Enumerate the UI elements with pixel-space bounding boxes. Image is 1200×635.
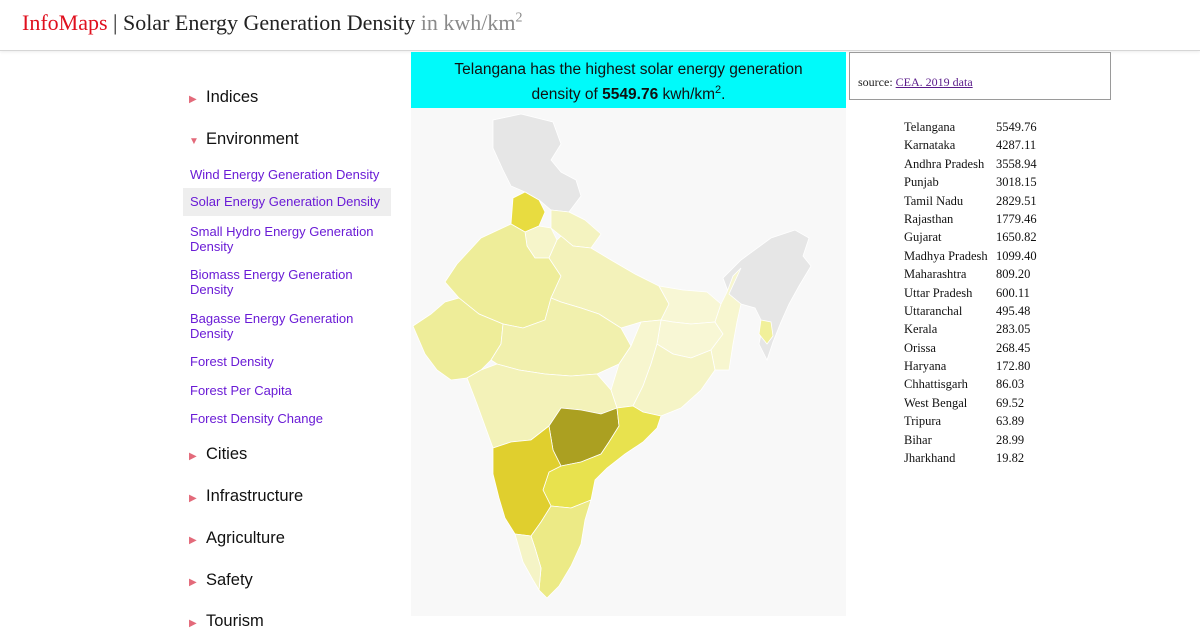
ranking-state-name: Tamil Nadu	[904, 193, 964, 208]
ranking-state-value: 172.80	[996, 359, 1031, 374]
ranking-state-name: Maharashtra	[904, 267, 967, 282]
ranking-state-name: Uttar Pradesh	[904, 285, 973, 300]
ranking-state-value: 1099.40	[996, 248, 1037, 263]
highlight-banner: Telangana has the highest solar energy g…	[411, 52, 846, 108]
ranking-state-value: 2829.51	[996, 193, 1037, 208]
state-region[interactable]	[514, 533, 542, 592]
state-region[interactable]	[758, 319, 774, 345]
sidebar-item-small-hydro[interactable]: Small Hydro Energy Generation Density	[190, 224, 374, 254]
sidebar-category-cities[interactable]: ▶ Cities	[183, 443, 247, 465]
ranking-state-value: 28.99	[996, 432, 1025, 447]
sidebar-category-label: Indices	[206, 88, 259, 106]
triangle-right-icon: ▶	[189, 451, 197, 462]
state-region[interactable]	[492, 425, 562, 537]
ranking-state-name: Andhra Pradesh	[904, 156, 985, 171]
ranking-state-value: 4287.11	[996, 138, 1037, 153]
ranking-state-name: Karnataka	[904, 138, 956, 153]
ranking-state-value: 495.48	[996, 303, 1031, 318]
ranking-state-value: 86.03	[996, 377, 1025, 392]
sidebar-category-environment[interactable]: ▼ Environment	[183, 128, 299, 150]
ranking-state-name: Punjab	[904, 175, 939, 190]
sidebar-category-indices[interactable]: ▶ Indices	[183, 86, 258, 108]
ranking-state-value: 1779.46	[996, 211, 1037, 226]
brand-logo[interactable]: InfoMaps	[22, 10, 108, 35]
ranking-state-name: Telangana	[904, 120, 956, 134]
ranking-state-value: 3018.15	[996, 175, 1037, 190]
india-choropleth-map[interactable]	[411, 108, 846, 616]
ranking-state-name: Rajasthan	[904, 211, 954, 226]
ranking-state-name: Chhattisgarh	[904, 377, 968, 392]
sidebar-category-label: Safety	[206, 571, 253, 589]
banner-line-2: density of 5549.76 kwh/km2.	[531, 84, 726, 104]
sidebar-item-forest-density-change[interactable]: Forest Density Change	[190, 411, 323, 426]
ranking-state-name: Tripura	[904, 414, 942, 429]
ranking-state-name: Jharkhand	[904, 451, 956, 466]
sidebar-category-agriculture[interactable]: ▶ Agriculture	[183, 527, 285, 549]
triangle-right-icon: ▶	[189, 94, 197, 105]
top-bar: InfoMaps | Solar Energy Generation Densi…	[0, 0, 1200, 51]
state-region[interactable]	[658, 285, 722, 325]
ranking-state-value: 63.89	[996, 414, 1025, 429]
page-title: InfoMaps | Solar Energy Generation Densi…	[22, 10, 522, 36]
sidebar-item-bagasse[interactable]: Bagasse Energy Generation Density	[190, 311, 354, 341]
triangle-down-icon: ▼	[189, 136, 199, 147]
title-separator: |	[107, 10, 123, 35]
triangle-right-icon: ▶	[189, 493, 197, 504]
sidebar-category-infrastructure[interactable]: ▶ Infrastructure	[183, 485, 303, 507]
ranking-state-value: 600.11	[996, 285, 1030, 300]
ranking-state-value: 69.52	[996, 395, 1025, 410]
ranking-state-name: Uttaranchal	[904, 303, 963, 318]
triangle-right-icon: ▶	[189, 535, 197, 546]
banner-value: 5549.76	[602, 86, 659, 104]
sidebar-category-label: Tourism	[206, 612, 264, 630]
source-label: source:	[858, 75, 896, 89]
ranking-state-name: Orissa	[904, 340, 936, 355]
title-unit: in kwh/km2	[420, 10, 523, 35]
ranking-state-name: Haryana	[904, 359, 947, 374]
triangle-right-icon: ▶	[189, 577, 197, 588]
sidebar-item-forest-per-capita[interactable]: Forest Per Capita	[190, 383, 292, 398]
sidebar-category-label: Infrastructure	[206, 487, 304, 505]
ranking-state-name: Madhya Pradesh	[904, 248, 988, 263]
source-link[interactable]: CEA. 2019 data	[895, 75, 973, 89]
sidebar-category-label: Environment	[206, 130, 299, 148]
map-title: Solar Energy Generation Density	[122, 10, 416, 35]
ranking-state-name: Bihar	[904, 432, 932, 447]
ranking-state-value: 19.82	[996, 451, 1025, 466]
ranking-state-value: 5549.76	[996, 120, 1037, 134]
sidebar-category-safety[interactable]: ▶ Safety	[183, 569, 253, 591]
ranking-state-value: 268.45	[996, 340, 1031, 355]
sidebar-category-label: Agriculture	[206, 529, 285, 547]
sidebar-item-solar-energy[interactable]: Solar Energy Generation Density	[183, 188, 391, 216]
ranking-state-name: West Bengal	[904, 395, 968, 410]
region-no-data-north	[492, 113, 582, 213]
source-box: source: CEA. 2019 data	[849, 52, 1111, 100]
ranking-state-value: 809.20	[996, 267, 1031, 282]
ranking-state-name: Kerala	[904, 322, 938, 337]
sidebar-item-biomass[interactable]: Biomass Energy Generation Density	[190, 267, 353, 297]
sidebar-category-label: Cities	[206, 445, 248, 463]
ranking-state-value: 3558.94	[996, 156, 1037, 171]
ranking-state-value: 283.05	[996, 322, 1031, 337]
banner-line-1: Telangana has the highest solar energy g…	[454, 61, 803, 78]
sidebar-item-forest-density[interactable]: Forest Density	[190, 354, 274, 369]
ranking-state-name: Gujarat	[904, 230, 942, 245]
map-panel	[411, 108, 846, 616]
ranking-state-value: 1650.82	[996, 230, 1037, 245]
sidebar-item-wind-energy[interactable]: Wind Energy Generation Density	[190, 167, 380, 182]
triangle-right-icon: ▶	[189, 618, 197, 629]
sidebar-category-tourism[interactable]: ▶ Tourism	[183, 610, 264, 632]
